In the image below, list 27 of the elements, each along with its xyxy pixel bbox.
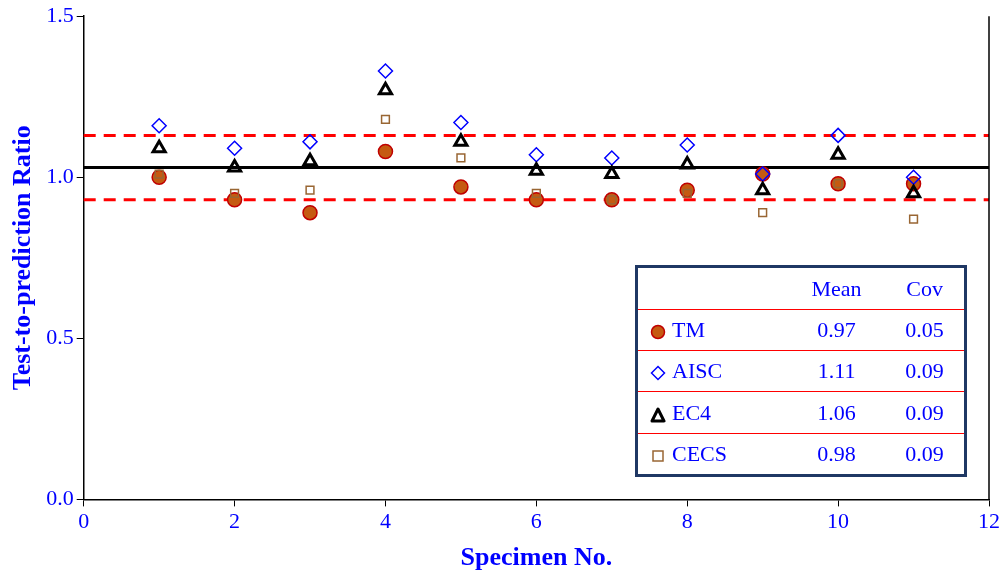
x-tick-label: 8 — [681, 508, 693, 534]
legend-label: EC4 — [672, 399, 712, 425]
y-tick-label: 1.0 — [46, 163, 74, 189]
annotation: 0.09 — [904, 398, 945, 427]
annotation: 0.09 — [904, 357, 945, 386]
x-tick-label: 0 — [78, 508, 90, 534]
legend-label: CECS — [672, 441, 728, 467]
annotation: 0.98 — [816, 440, 857, 468]
annotation: 1.06 — [816, 398, 857, 427]
annotation: 0.97 — [816, 316, 857, 345]
y-tick-label: 0.5 — [46, 324, 74, 350]
annotation: Cov — [905, 274, 944, 303]
annotation: 0.09 — [904, 440, 945, 468]
y-tick-label: 0.0 — [46, 485, 74, 511]
legend-label: AISC — [672, 358, 723, 384]
annotation: Mean — [810, 274, 863, 303]
x-tick-label: 12 — [978, 508, 1000, 534]
x-tick-label: 2 — [229, 508, 241, 534]
y-axis-title: Test-to-prediction Ratio — [7, 125, 37, 391]
y-tick-label: 1.5 — [46, 1, 74, 27]
annotation: 1.11 — [816, 357, 857, 386]
x-tick-label: 6 — [530, 508, 542, 534]
annotation: 0.05 — [904, 316, 945, 345]
legend-label: TM — [672, 317, 705, 343]
x-tick-label: 4 — [379, 508, 391, 534]
x-axis-title: Specimen No. — [460, 542, 613, 572]
x-tick-label: 10 — [827, 508, 850, 534]
